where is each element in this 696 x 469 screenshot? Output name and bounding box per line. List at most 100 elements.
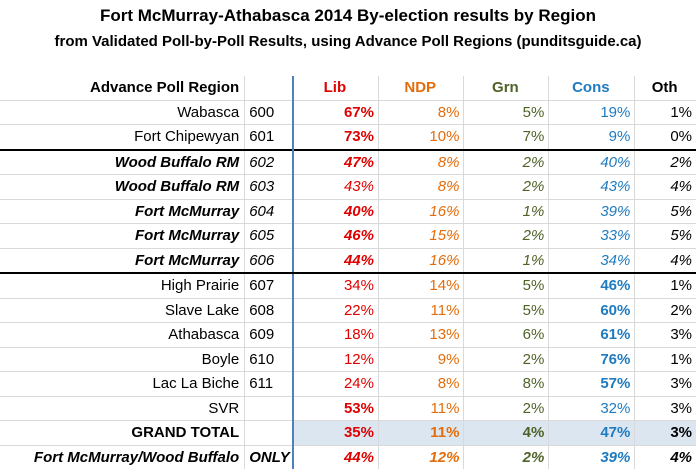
lib-cell: 22% bbox=[292, 298, 379, 323]
ndp-cell: 11% bbox=[378, 298, 465, 323]
ndp-cell: 8% bbox=[378, 100, 465, 125]
poll-cell: 601 bbox=[244, 124, 294, 150]
ndp-cell: 13% bbox=[378, 322, 465, 348]
ndp-cell: 16% bbox=[378, 248, 465, 274]
grn-cell: 5% bbox=[463, 273, 550, 299]
grn-cell: 5% bbox=[463, 100, 550, 125]
poll-cell: 607 bbox=[244, 273, 294, 299]
oth-cell: 5% bbox=[634, 199, 696, 224]
oth-cell: 5% bbox=[634, 223, 696, 249]
poll-cell: 610 bbox=[244, 347, 294, 372]
ndp-cell: 14% bbox=[378, 273, 465, 299]
poll-cell: 603 bbox=[244, 174, 294, 200]
page-subtitle: from Validated Poll-by-Poll Results, usi… bbox=[54, 33, 642, 50]
cons-cell: 34% bbox=[548, 248, 636, 274]
table-header-row: Advance Poll Region Lib NDP Grn Cons Oth bbox=[0, 76, 696, 101]
cons-cell: 40% bbox=[548, 148, 636, 175]
oth-cell: 4% bbox=[634, 174, 696, 200]
poll-cell bbox=[244, 420, 294, 446]
oth-cell: 3% bbox=[634, 322, 696, 348]
grn-cell: 1% bbox=[463, 248, 550, 274]
oth-cell: 0% bbox=[634, 124, 696, 150]
table-row: Wabasca 600 67% 8% 5% 19% 1% bbox=[0, 100, 696, 125]
oth-cell: 3% bbox=[634, 396, 696, 421]
grn-cell: 2% bbox=[463, 174, 550, 200]
poll-cell: 609 bbox=[244, 322, 294, 348]
oth-cell: 4% bbox=[670, 448, 692, 466]
grn-cell: 1% bbox=[463, 199, 550, 224]
poll-cell: 600 bbox=[244, 100, 294, 125]
poll-cell: ONLY bbox=[244, 445, 294, 469]
region-cell: Fort Chipewyan bbox=[0, 124, 246, 150]
table-row: Fort McMurray 605 46% 15% 2% 33% 5% bbox=[0, 223, 696, 249]
lib-cell: 34% bbox=[292, 273, 379, 299]
table-row: Fort Chipewyan 601 73% 10% 7% 9% 0% bbox=[0, 124, 696, 150]
region-cell: Fort McMurray bbox=[0, 223, 246, 249]
table-row: Fort McMurray 604 40% 16% 1% 39% 5% bbox=[0, 199, 696, 224]
poll-cell: 611 bbox=[244, 371, 294, 397]
ndp-cell: 11% bbox=[378, 420, 465, 446]
grn-cell: 4% bbox=[463, 420, 550, 446]
table-row: SVR 53% 11% 2% 32% 3% bbox=[0, 396, 696, 421]
table-row: Boyle 610 12% 9% 2% 76% 1% bbox=[0, 347, 696, 372]
lib-cell: 44% bbox=[292, 445, 379, 469]
poll-cell: 605 bbox=[244, 223, 294, 249]
region-cell: Boyle bbox=[0, 347, 246, 372]
results-table: Advance Poll Region Lib NDP Grn Cons Oth… bbox=[0, 76, 696, 469]
cons-cell: 60% bbox=[548, 298, 636, 323]
oth-cell: 1% bbox=[634, 273, 696, 299]
poll-cell bbox=[244, 396, 294, 421]
ndp-cell: 9% bbox=[378, 347, 465, 372]
cons-cell: 76% bbox=[548, 347, 636, 372]
lib-cell: 12% bbox=[292, 347, 379, 372]
region-cell: Fort McMurray bbox=[0, 199, 246, 224]
poll-cell: 608 bbox=[244, 298, 294, 323]
table-row: Slave Lake 608 22% 11% 5% 60% 2% bbox=[0, 298, 696, 323]
header-poll bbox=[244, 76, 294, 101]
oth-cell: 3% bbox=[634, 371, 696, 397]
ndp-cell: 12% bbox=[378, 445, 465, 469]
grn-cell: 2% bbox=[463, 445, 550, 469]
ndp-cell: 15% bbox=[378, 223, 465, 249]
cons-cell: 46% bbox=[548, 273, 636, 299]
oth-cell: 3% bbox=[634, 420, 696, 446]
region-cell: SVR bbox=[0, 396, 246, 421]
cons-cell: 57% bbox=[548, 371, 636, 397]
poll-cell: 604 bbox=[244, 199, 294, 224]
oth-cell: 2% bbox=[634, 148, 696, 175]
region-cell: Athabasca bbox=[0, 322, 246, 348]
region-cell: Wabasca bbox=[0, 100, 246, 125]
lib-cell: 67% bbox=[292, 100, 379, 125]
grn-cell: 6% bbox=[463, 322, 550, 348]
region-cell: Wood Buffalo RM bbox=[0, 174, 246, 200]
header-lib: Lib bbox=[292, 76, 379, 101]
cons-cell: 32% bbox=[548, 396, 636, 421]
grand-total-row: GRAND TOTAL 35% 11% 4% 47% 3% bbox=[0, 420, 696, 446]
table-row: Lac La Biche 611 24% 8% 8% 57% 3% bbox=[0, 371, 696, 397]
cons-cell: 9% bbox=[548, 124, 636, 150]
oth-cell: 2% bbox=[634, 298, 696, 323]
header-oth: Oth bbox=[634, 76, 696, 101]
ndp-cell: 10% bbox=[378, 124, 465, 150]
oth-cell: 1% bbox=[634, 347, 696, 372]
region-cell: High Prairie bbox=[0, 273, 246, 299]
cons-cell: 43% bbox=[548, 174, 636, 200]
cons-cell: 47% bbox=[548, 420, 636, 446]
oth-cell: 4% bbox=[634, 248, 696, 274]
table-row: Wood Buffalo RM 603 43% 8% 2% 43% 4% bbox=[0, 174, 696, 200]
grn-cell: 2% bbox=[463, 223, 550, 249]
table-row: Athabasca 609 18% 13% 6% 61% 3% bbox=[0, 322, 696, 348]
cons-cell: 19% bbox=[548, 100, 636, 125]
lib-cell: 24% bbox=[292, 371, 379, 397]
region-cell: Slave Lake bbox=[0, 298, 246, 323]
oth-cell: 1% bbox=[634, 100, 696, 125]
region-cell: Fort McMurray bbox=[0, 248, 246, 274]
header-ndp: NDP bbox=[378, 76, 465, 101]
ndp-cell: 8% bbox=[378, 148, 465, 175]
grn-cell: 2% bbox=[463, 396, 550, 421]
cons-cell: 33% bbox=[548, 223, 636, 249]
grn-cell: 2% bbox=[463, 148, 550, 175]
page-title: Fort McMurray-Athabasca 2014 By-election… bbox=[100, 6, 596, 25]
region-cell: Wood Buffalo RM bbox=[0, 148, 246, 175]
ndp-cell: 8% bbox=[378, 174, 465, 200]
